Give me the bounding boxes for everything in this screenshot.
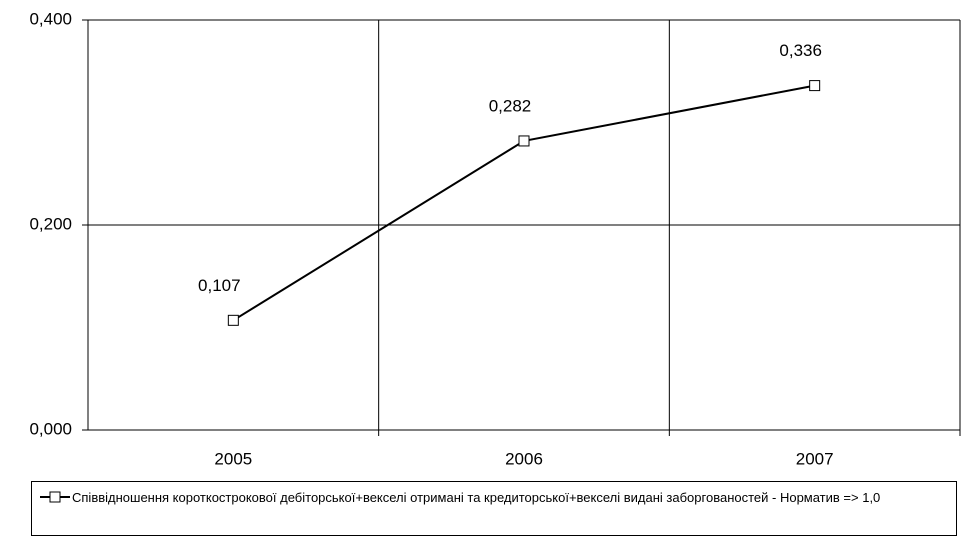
point-marker — [227, 314, 239, 326]
y-tick-label: 0,400 — [29, 9, 72, 28]
point-marker — [518, 135, 530, 147]
data-label: 0,282 — [489, 96, 532, 115]
x-tick-label: 2005 — [214, 449, 252, 468]
data-label: 0,336 — [779, 41, 822, 60]
y-tick-label: 0,000 — [29, 419, 72, 438]
legend: Співвідношення короткострокової дебіторс… — [31, 481, 957, 536]
chart: 0,000 0,200 0,400 2005 2006 2007 0,107 0,282 0,3… — [29, 9, 961, 468]
legend-marker — [40, 491, 70, 503]
x-tick-label: 2007 — [796, 449, 834, 468]
series-line — [232, 84, 815, 322]
data-label: 0,107 — [198, 276, 241, 295]
x-tick-label: 2006 — [505, 449, 543, 468]
point-marker — [809, 80, 821, 92]
y-tick-label: 0,200 — [29, 214, 72, 233]
legend-label: Співвідношення короткострокової дебіторс… — [72, 490, 881, 505]
